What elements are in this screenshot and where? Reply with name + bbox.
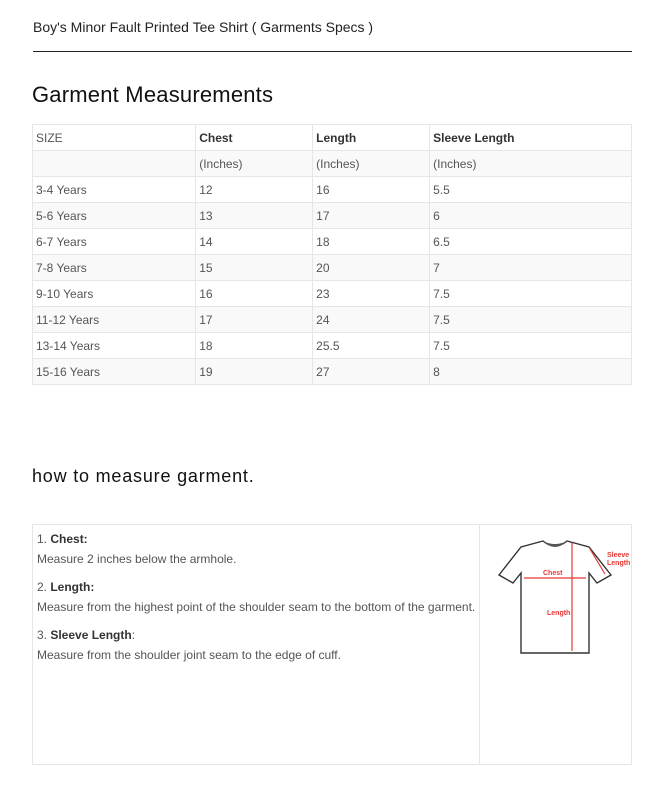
table-row: 11-12 Years 17 24 7.5 [31,306,632,333]
table-header-row: SIZE Chest Length Sleeve Length [31,124,632,151]
table-cell: 7 [429,254,632,281]
table-cell: 13-14 Years [31,332,197,359]
instruction-chest: 1. Chest: Measure 2 inches below the armh… [37,529,477,569]
page-title: Boy's Minor Fault Printed Tee Shirt ( Ga… [33,19,374,35]
table-cell: 6 [429,202,632,229]
table-row: 6-7 Years 14 18 6.5 [31,228,632,255]
sleeve-label: Length [607,560,630,567]
chest-label: Chest [543,570,563,577]
table-cell: 19 [195,358,314,385]
measure-instructions: 1. Chest: Measure 2 inches below the armh… [37,529,477,673]
tshirt-diagram: Chest Length Sleeve Length [497,540,630,654]
table-cell: 25.5 [312,332,431,359]
table-row: 15-16 Years 19 27 8 [31,358,632,385]
table-cell: 16 [195,280,314,307]
table-cell: 15-16 Years [31,358,197,385]
unit-cell: (Inches) [312,150,431,177]
table-cell: 3-4 Years [31,176,197,203]
table-cell: 18 [312,228,431,255]
table-cell: 13 [195,202,314,229]
table-cell: 24 [312,306,431,333]
item-label: Length: [50,580,95,594]
item-number: 2. [37,580,51,594]
header-cell: SIZE [31,124,197,151]
item-number: 3. [37,628,51,642]
table-row: 7-8 Years 15 20 7 [31,254,632,281]
table-cell: 17 [195,306,314,333]
item-suffix: : [131,628,136,642]
table-row: 3-4 Years 12 16 5.5 [31,176,632,203]
table-row: 13-14 Years 18 25.5 7.5 [31,332,632,359]
table-cell: 20 [312,254,431,281]
measure-guide: 1. Chest: Measure 2 inches below the armh… [32,524,632,765]
table-cell: 5-6 Years [31,202,197,229]
table-row: 5-6 Years 13 17 6 [31,202,632,229]
unit-cell: (Inches) [195,150,314,177]
item-desc: Measure from the highest point of the sh… [37,600,476,614]
table-cell: 15 [195,254,314,281]
instruction-sleeve: 3. Sleeve Length: Measure from the should… [37,625,477,665]
instruction-length: 2. Length: Measure from the highest point… [37,577,477,617]
length-label: Length [547,610,570,617]
table-cell: 12 [195,176,314,203]
column-divider [479,525,480,764]
table-cell: 16 [312,176,431,203]
divider [33,51,632,52]
table-cell: 14 [195,228,314,255]
item-label: Chest: [50,532,88,546]
table-cell: 7.5 [429,332,632,359]
sleeve-label: Sleeve [607,552,629,559]
table-cell: 27 [312,358,431,385]
item-number: 1. [37,532,51,546]
item-desc: Measure from the shoulder joint seam to … [37,648,341,662]
unit-cell [31,150,197,177]
sleeve-arrow [589,548,606,575]
item-label: Sleeve Length [50,628,132,642]
header-cell: Sleeve Length [429,124,632,151]
table-cell: 17 [312,202,431,229]
table-cell: 23 [312,280,431,307]
table-cell: 6-7 Years [31,228,197,255]
table-cell: 18 [195,332,314,359]
item-desc: Measure 2 inches below the armhole. [37,552,237,566]
table-cell: 8 [429,358,632,385]
table-cell: 6.5 [429,228,632,255]
unit-cell: (Inches) [429,150,632,177]
collar-icon [543,541,567,547]
table-cell: 11-12 Years [31,306,197,333]
measure-heading: how to measure garment. [32,466,255,486]
header-cell: Chest [195,124,314,151]
table-cell: 7.5 [429,280,632,307]
table-cell: 7-8 Years [31,254,197,281]
table-cell: 7.5 [429,306,632,333]
table-cell: 9-10 Years [31,280,197,307]
table-cell: 5.5 [429,176,632,203]
table-units-row: (Inches) (Inches) (Inches) [31,150,632,177]
table-row: 9-10 Years 16 23 7.5 [31,280,632,307]
size-chart-table: SIZE Chest Length Sleeve Length (Inches)… [31,124,632,385]
tshirt-icon [497,540,613,654]
header-cell: Length [312,124,431,151]
section-heading: Garment Measurements [32,82,274,107]
